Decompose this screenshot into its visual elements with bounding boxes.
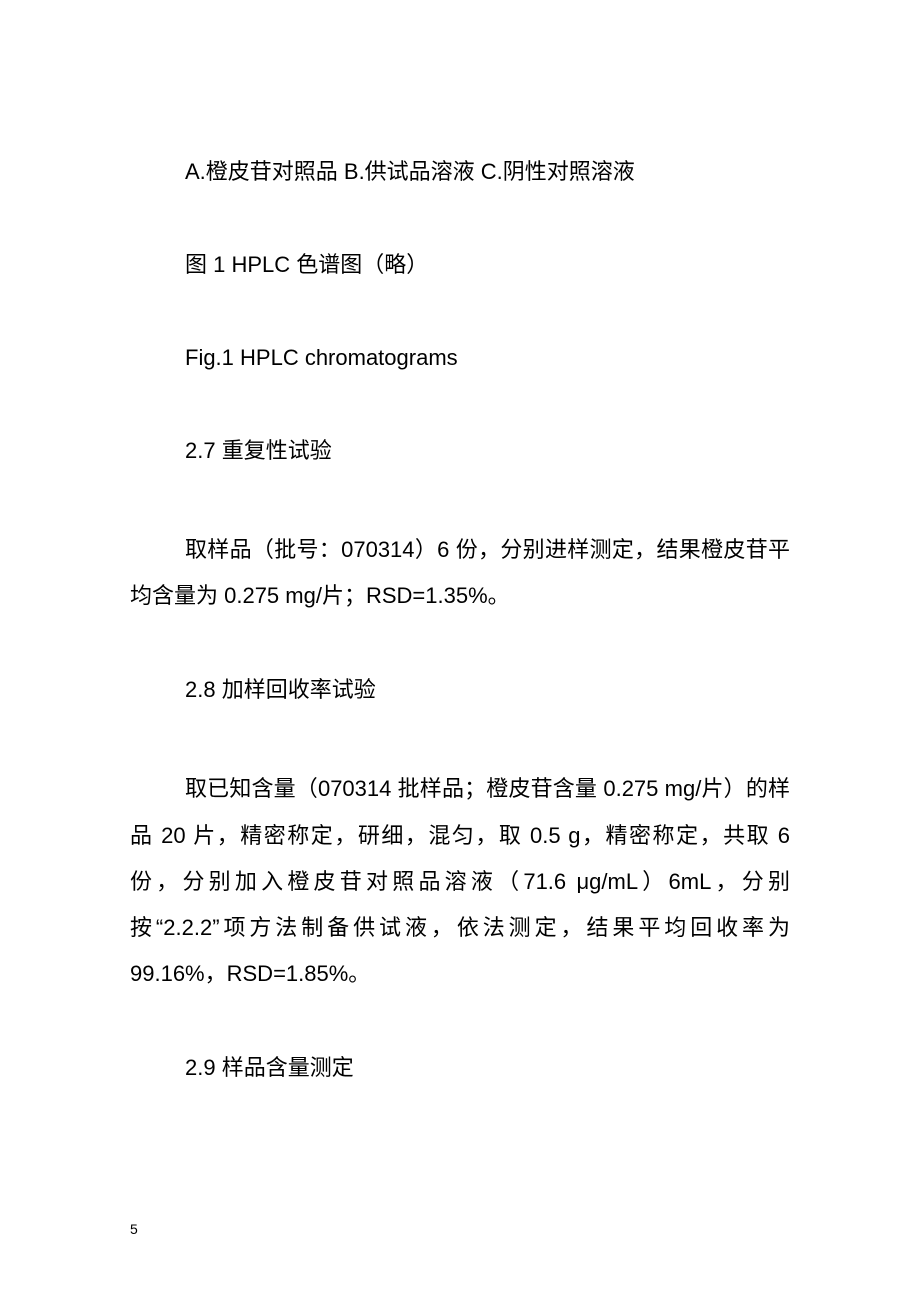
page-number: 5: [130, 1221, 138, 1237]
document-content: A.橙皮苷对照品 B.供试品溶液 C.阴性对照溶液 图 1 HPLC 色谱图（略…: [0, 0, 920, 1084]
section-2-7-body: 取样品（批号：070314）6 份，分别进样测定，结果橙皮苷平均含量为 0.27…: [130, 527, 790, 619]
section-2-7-heading: 2.7 重复性试验: [130, 434, 790, 467]
section-2-9-heading: 2.9 样品含量测定: [130, 1051, 790, 1084]
section-2-8-body: 取已知含量（070314 批样品；橙皮苷含量 0.275 mg/片）的样品 20…: [130, 766, 790, 997]
figure-legend: A.橙皮苷对照品 B.供试品溶液 C.阴性对照溶液: [130, 155, 790, 188]
section-2-8-heading: 2.8 加样回收率试验: [130, 673, 790, 706]
figure-caption-english: Fig.1 HPLC chromatograms: [130, 341, 790, 374]
figure-caption-chinese: 图 1 HPLC 色谱图（略）: [130, 248, 790, 281]
